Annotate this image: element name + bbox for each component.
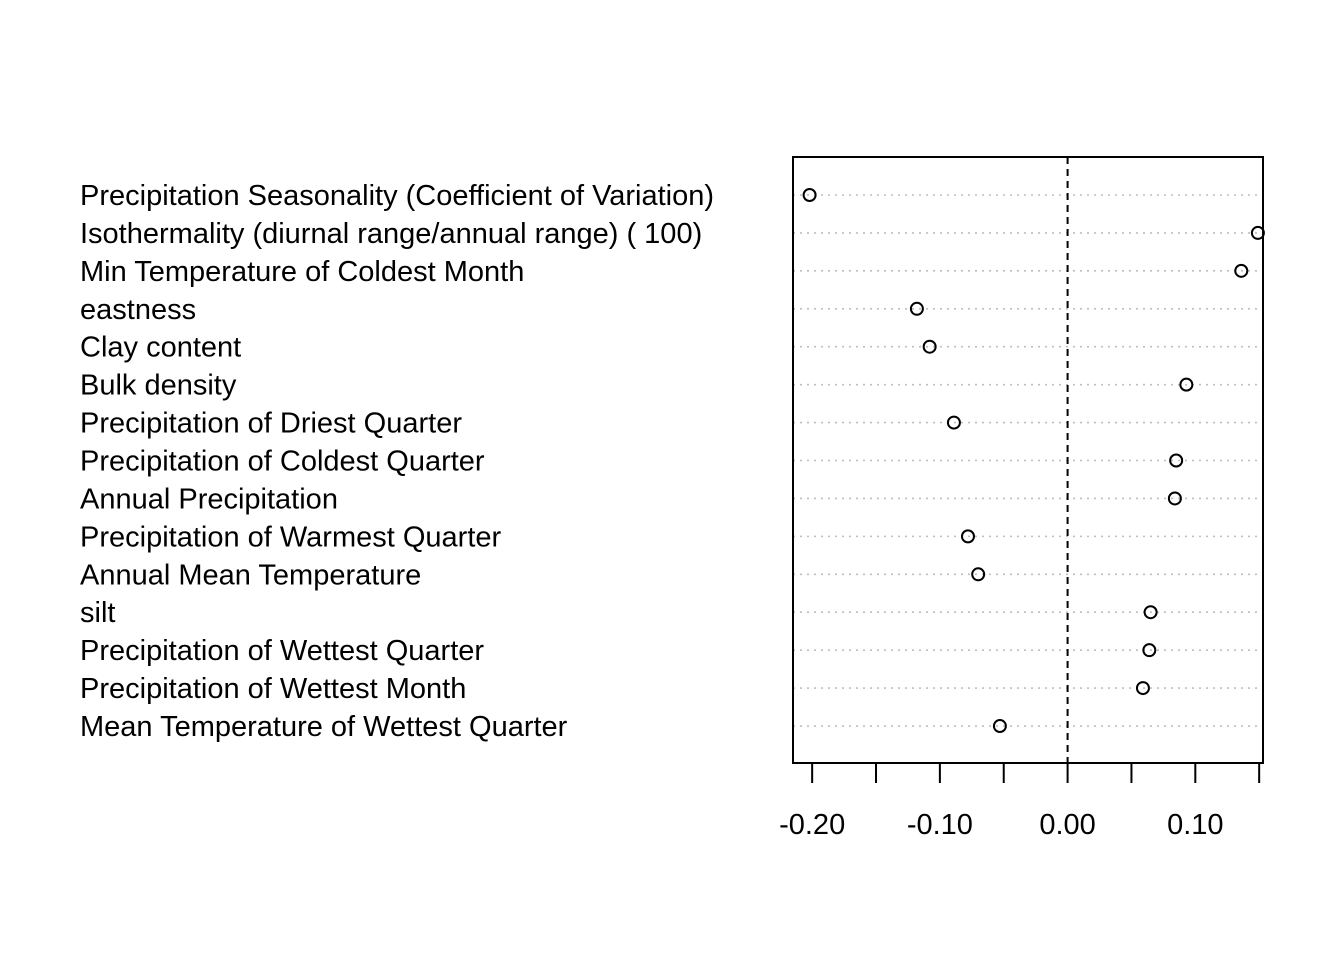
category-label: Precipitation of Driest Quarter	[80, 408, 462, 440]
data-point	[1169, 453, 1184, 468]
x-tick-label: 0.00	[1039, 809, 1095, 841]
category-label: Precipitation of Wettest Quarter	[80, 635, 484, 667]
category-label: Clay content	[80, 332, 241, 364]
x-tick-label: -0.10	[907, 809, 973, 841]
data-point	[1167, 491, 1182, 506]
x-tick-label: -0.20	[779, 809, 845, 841]
category-label: Precipitation Seasonality (Coefficient o…	[80, 180, 714, 212]
category-label: Annual Mean Temperature	[80, 559, 421, 591]
category-label: Min Temperature of Coldest Month	[80, 256, 524, 288]
data-point	[909, 301, 924, 316]
data-point	[971, 567, 986, 582]
category-label: Mean Temperature of Wettest Quarter	[80, 711, 568, 743]
data-point	[1135, 681, 1150, 696]
category-label: silt	[80, 597, 115, 629]
x-axis: -0.20 -0.10 0.00 0.10	[779, 762, 1261, 841]
data-point	[1179, 377, 1194, 392]
category-label: Isothermality (diurnal range/annual rang…	[80, 218, 702, 250]
category-label: Bulk density	[80, 370, 237, 402]
data-point	[960, 529, 975, 544]
data-points	[802, 188, 1265, 734]
data-point	[992, 719, 1007, 734]
category-labels: Precipitation Seasonality (Coefficient o…	[80, 180, 714, 743]
data-point	[1142, 643, 1157, 658]
category-label: Precipitation of Wettest Month	[80, 673, 466, 705]
data-point	[922, 339, 937, 354]
data-point	[1234, 263, 1249, 278]
data-point	[802, 188, 817, 202]
category-label: Precipitation of Coldest Quarter	[80, 446, 485, 478]
category-label: Annual Precipitation	[80, 483, 338, 515]
data-point	[1143, 605, 1158, 620]
category-label: Precipitation of Warmest Quarter	[80, 521, 502, 553]
data-point	[946, 415, 961, 430]
x-tick-label: 0.10	[1167, 809, 1223, 841]
category-label: eastness	[80, 294, 196, 326]
row-gridlines	[793, 194, 1263, 727]
